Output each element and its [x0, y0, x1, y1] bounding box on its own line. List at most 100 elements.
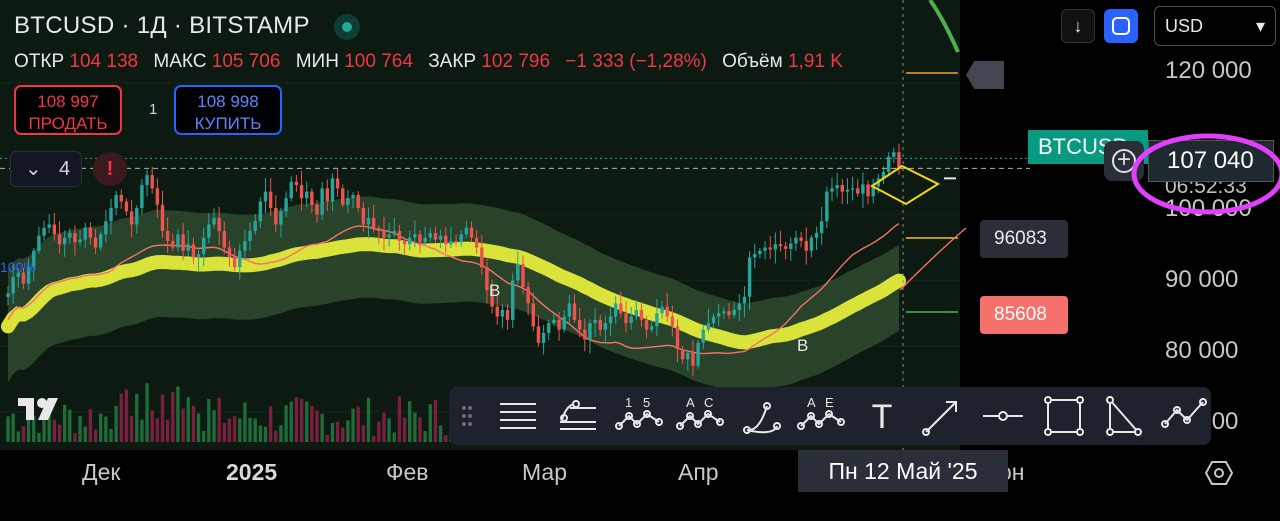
candle-body	[73, 233, 77, 243]
arrow-down-icon[interactable]: ↓	[1061, 9, 1095, 43]
fullscreen-button[interactable]	[1104, 9, 1138, 43]
arrow-icon	[922, 401, 957, 436]
polyline-icon	[1161, 398, 1207, 428]
volume-bar	[160, 394, 165, 442]
drag-handle-icon[interactable]	[461, 405, 473, 427]
volume-bar	[315, 410, 319, 442]
volume-bar	[119, 393, 123, 442]
rounded-square-icon	[1112, 17, 1130, 35]
add-plus-icon[interactable]	[1104, 141, 1144, 181]
candle-body	[320, 188, 324, 215]
volume-bar	[16, 431, 20, 442]
candle-body	[552, 319, 556, 324]
candle-body	[814, 233, 819, 238]
candle-body	[892, 152, 896, 157]
candle-body	[820, 221, 824, 234]
candle-body	[485, 267, 489, 291]
trend-polyline-tool[interactable]	[1161, 392, 1209, 440]
buy-button[interactable]: 108 998 КУПИТЬ	[174, 85, 282, 135]
svg-text:T: T	[872, 398, 893, 436]
rectangle-tool[interactable]	[1040, 392, 1088, 440]
indicator-count: 4	[59, 158, 71, 180]
volume-bar	[418, 417, 422, 442]
last-price-label: 107 040	[1148, 140, 1274, 182]
triangle-tool[interactable]	[1100, 392, 1148, 440]
candle-body	[114, 194, 118, 209]
volume-bar	[99, 413, 103, 442]
close-value: 102 796	[481, 51, 551, 72]
fib-retracement-tool[interactable]	[554, 392, 602, 440]
candle-body	[794, 237, 798, 244]
horizontal-lines-tool[interactable]	[494, 392, 542, 440]
candle-body	[655, 313, 659, 327]
volume-bar	[32, 415, 36, 442]
marker-b2: B	[797, 336, 808, 355]
candle-body	[670, 316, 675, 327]
candle-body	[109, 208, 113, 222]
symbol-title[interactable]: BTCUSD · 1Д · BITSTAMP	[14, 12, 310, 39]
volume-bar	[145, 383, 149, 442]
candle-body	[258, 201, 263, 222]
volume-bar	[26, 418, 31, 442]
red-moving-average	[7, 223, 900, 355]
sell-label: ПРОДАТЬ	[28, 114, 108, 133]
candle-body	[145, 175, 149, 186]
candle-body	[541, 332, 546, 343]
time-label-apr: Апр	[678, 459, 719, 485]
candle-body	[88, 227, 93, 238]
candle-body	[305, 191, 309, 199]
candle-body	[758, 250, 762, 255]
volume-bar	[150, 410, 154, 442]
text-tool[interactable]: T	[858, 392, 906, 440]
volume-bar	[433, 400, 438, 442]
candle-body	[727, 311, 731, 316]
volume-bar	[93, 429, 98, 442]
candle-body	[897, 152, 901, 169]
candle-body	[104, 221, 108, 235]
time-label-feb: Фев	[386, 459, 429, 485]
candle-body	[294, 181, 299, 186]
candle-body	[866, 184, 870, 197]
indicators-collapse-button[interactable]: ⌄ 4	[10, 151, 82, 187]
sell-button[interactable]: 108 997 ПРОДАТЬ	[14, 85, 122, 135]
volume-bar	[196, 413, 201, 442]
candle-body	[639, 309, 644, 320]
candle-body	[186, 244, 190, 251]
volume-bar	[129, 415, 134, 442]
candle-body	[619, 303, 623, 314]
candle-body	[557, 319, 561, 330]
candle-body	[402, 240, 407, 245]
candle-body	[78, 239, 82, 243]
candle-body	[392, 231, 396, 235]
candle-body	[572, 303, 577, 320]
candle-body	[608, 316, 613, 324]
volume-bar	[52, 419, 57, 442]
candle-body	[160, 204, 165, 232]
arc-icon	[743, 402, 781, 434]
currency-select[interactable]: USD ▾	[1154, 6, 1276, 46]
candle-body	[37, 235, 41, 251]
candle-body	[856, 188, 860, 194]
candle-body	[650, 326, 654, 330]
candle-body	[711, 316, 716, 324]
settings-gear-icon[interactable]	[1204, 458, 1234, 488]
volume-bar	[402, 417, 407, 442]
candle-body	[444, 235, 448, 245]
alert-flag-icon[interactable]	[966, 61, 1004, 89]
candle-body	[773, 244, 778, 250]
warning-icon[interactable]: !	[93, 152, 127, 186]
horizontal-ray-tool[interactable]	[979, 392, 1027, 440]
market-status-icon[interactable]	[334, 14, 360, 40]
candle-body	[93, 237, 98, 248]
arrow-tool[interactable]	[918, 392, 966, 440]
arc-tool[interactable]	[737, 392, 785, 440]
volume-bar	[62, 404, 67, 442]
ohlc-legend: ОТКР 104 138 МАКС 105 706 МИН 100 764 ЗА…	[14, 51, 853, 73]
